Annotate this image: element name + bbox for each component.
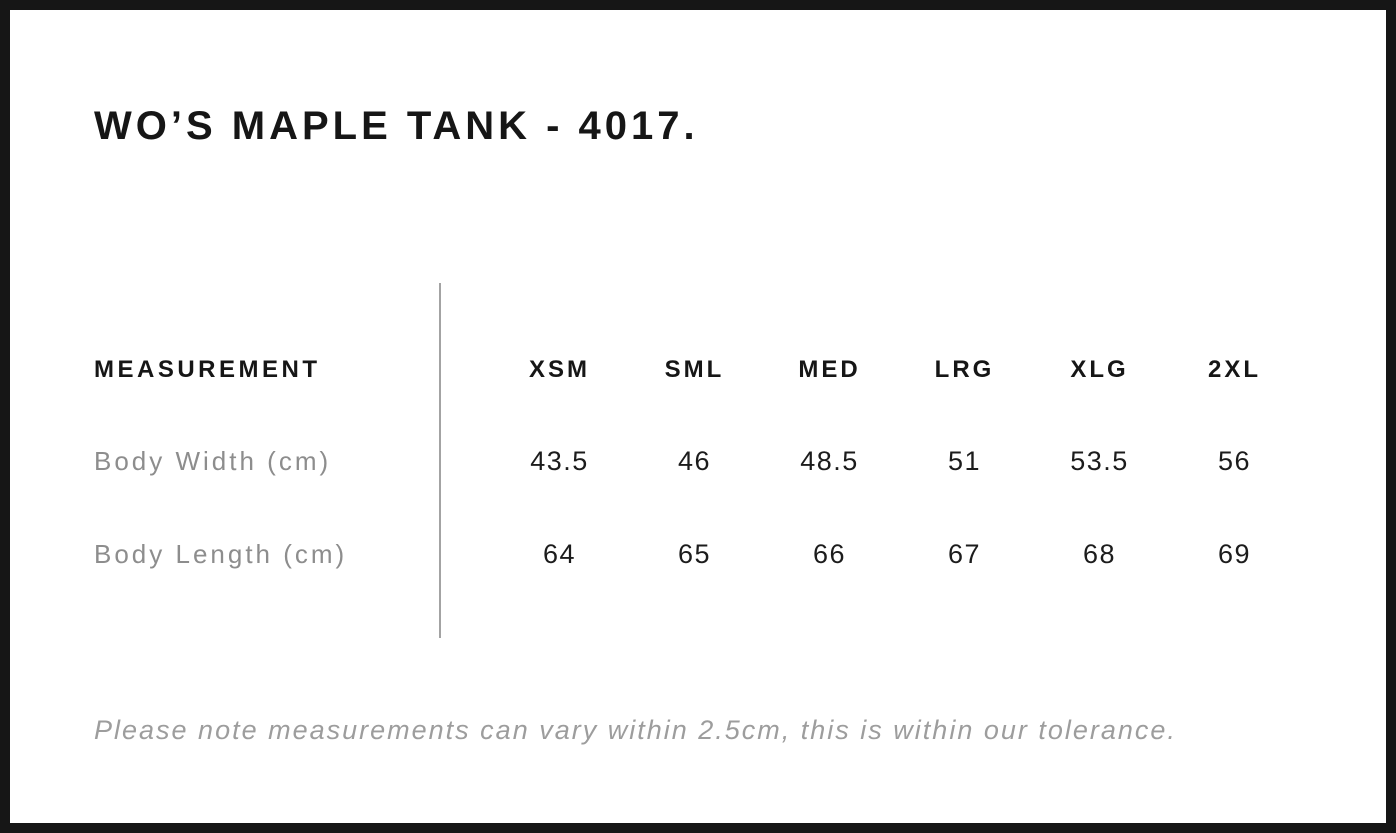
measurement-value: 56 [1217,445,1252,476]
size-column-header: XSM [528,356,590,383]
size-column-header: XLG [1070,356,1129,383]
measurement-value: 46 [677,445,712,476]
measurement-value: 67 [947,538,982,569]
table-row: Body Width (cm) 43.5 46 48.5 51 53.5 56 [94,436,1302,486]
measurement-value: 64 [542,538,577,569]
table-header-row: MEASUREMENT XSM SML MED LRG XLG 2XL [94,345,1302,395]
page-title: WO’S MAPLE TANK - 4017. [94,104,699,148]
size-column-header: LRG [934,356,995,383]
column-divider-line [439,283,441,638]
size-column-header: MED [798,356,861,383]
measurement-value: 43.5 [530,445,589,476]
measurement-value: 69 [1217,538,1252,569]
measurement-value: 53.5 [1070,445,1129,476]
measurement-value: 51 [947,445,982,476]
row-label: Body Length (cm) [94,538,348,569]
row-label: Body Width (cm) [94,445,332,476]
table-row: Body Length (cm) 64 65 66 67 68 69 [94,529,1302,579]
size-column-header: 2XL [1207,356,1261,383]
measurement-value: 68 [1082,538,1117,569]
tolerance-note: Please note measurements can vary within… [94,715,1177,745]
measurement-column-header: MEASUREMENT [94,356,321,383]
size-column-header: SML [664,356,725,383]
measurement-value: 65 [677,538,712,569]
measurement-value: 66 [812,538,847,569]
measurement-value: 48.5 [800,445,859,476]
